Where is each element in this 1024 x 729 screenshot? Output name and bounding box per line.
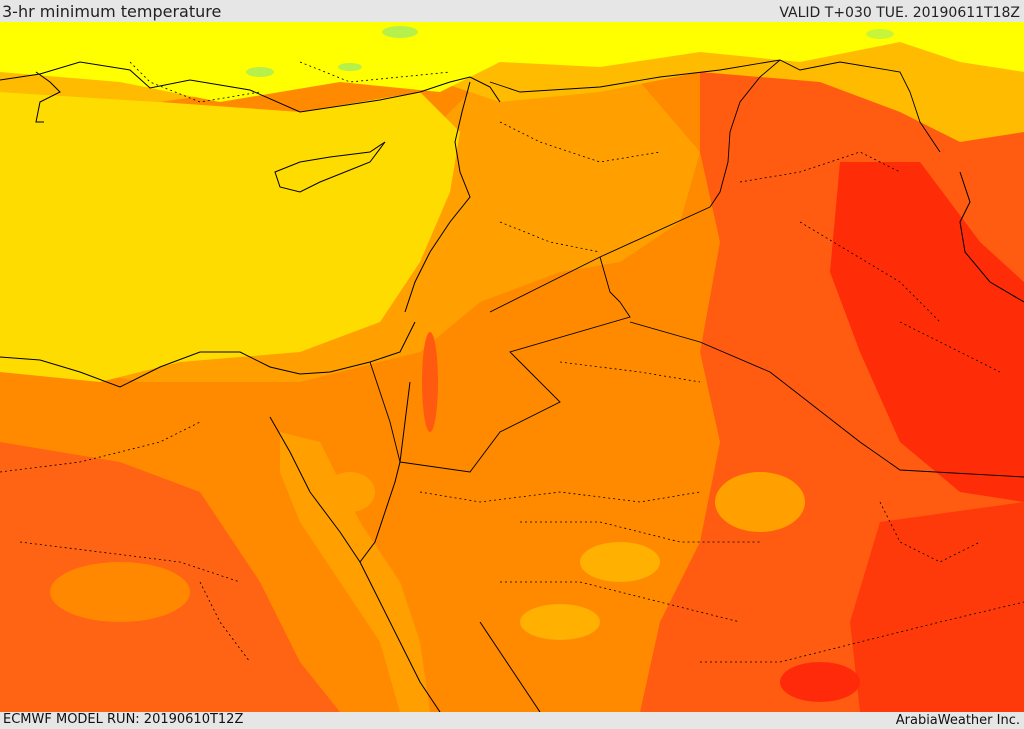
model-run-label: ECMWF MODEL RUN: 20190610T12Z: [3, 712, 244, 727]
coastlines: [0, 61, 1024, 712]
mild-patch-arabia-3: [520, 604, 600, 640]
header-bar: 3-hr minimum temperature VALID T+030 TUE…: [0, 0, 1024, 22]
hot-spot-dead-sea: [422, 332, 438, 432]
hot-spot-south: [780, 662, 860, 702]
mediterranean-sea-field: [0, 92, 460, 382]
cool-patch-1: [382, 26, 418, 38]
mild-patch-egypt: [50, 562, 190, 622]
cool-patch-2: [246, 67, 274, 77]
credit-label: ArabiaWeather Inc.: [895, 713, 1020, 728]
cool-patch-4: [866, 29, 894, 39]
temperature-map[interactable]: [0, 22, 1024, 712]
hot-core-iraq: [830, 162, 1024, 502]
footer-bar: ECMWF MODEL RUN: 20190610T12Z ArabiaWeat…: [0, 712, 1024, 729]
valid-time-label: VALID T+030 TUE. 20190611T18Z: [779, 5, 1020, 21]
hot-zone-southeast: [850, 502, 1024, 712]
mild-patch-arabia-1: [580, 542, 660, 582]
mild-patch-arabia-2: [715, 472, 805, 532]
mild-patch-sinai: [325, 472, 375, 512]
admin-boundaries: [0, 61, 1024, 663]
country-borders: [369, 59, 1024, 478]
cool-zone-anatolia: [0, 22, 1024, 102]
cool-patch-3: [338, 63, 362, 71]
map-title: 3-hr minimum temperature: [2, 2, 222, 21]
map-canvas: [0, 22, 1024, 712]
mild-zone-levant: [0, 62, 700, 382]
